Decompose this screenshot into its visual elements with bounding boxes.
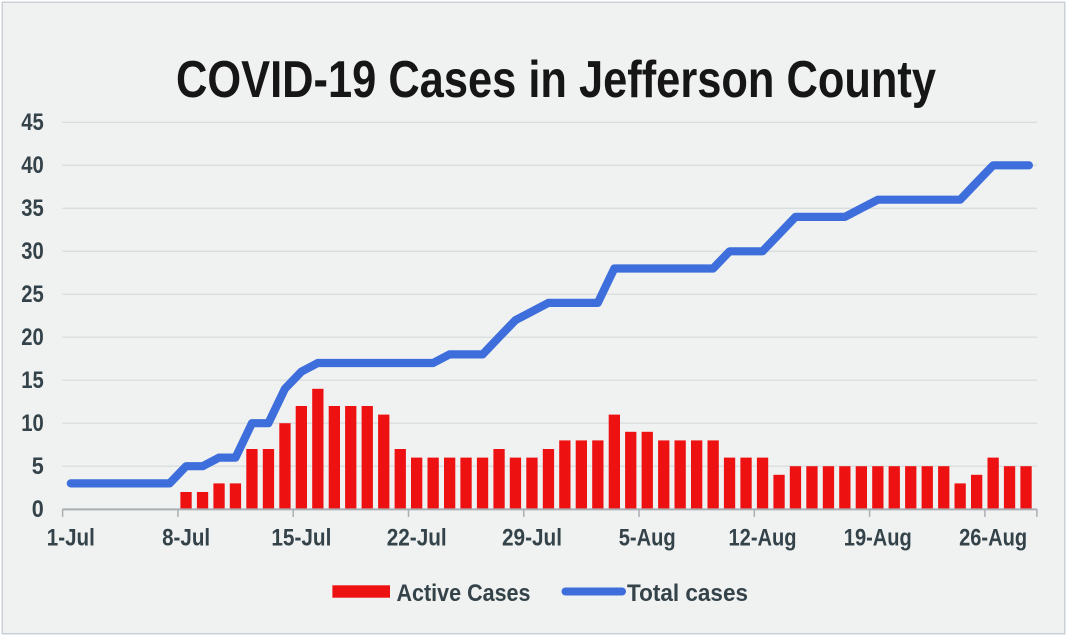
svg-text:22-Jul: 22-Jul — [387, 525, 447, 552]
svg-text:19-Aug: 19-Aug — [844, 525, 912, 552]
svg-text:40: 40 — [21, 152, 44, 179]
svg-text:8-Jul: 8-Jul — [162, 525, 210, 552]
svg-text:1-Jul: 1-Jul — [47, 525, 95, 552]
svg-text:COVID-19 Cases in Jefferson Co: COVID-19 Cases in Jefferson County — [176, 51, 936, 109]
svg-text:15-Jul: 15-Jul — [271, 525, 331, 552]
svg-text:Total cases: Total cases — [627, 580, 748, 607]
svg-text:15: 15 — [21, 367, 44, 394]
svg-text:Active Cases: Active Cases — [397, 580, 531, 607]
svg-text:20: 20 — [21, 324, 44, 351]
svg-text:0: 0 — [32, 496, 44, 523]
svg-text:29-Jul: 29-Jul — [502, 525, 562, 552]
svg-text:5: 5 — [32, 453, 44, 480]
svg-text:10: 10 — [21, 410, 44, 437]
svg-text:5-Aug: 5-Aug — [619, 525, 676, 552]
svg-text:25: 25 — [21, 281, 44, 308]
svg-text:45: 45 — [21, 109, 44, 136]
svg-text:35: 35 — [21, 195, 44, 222]
svg-text:26-Aug: 26-Aug — [959, 525, 1027, 552]
svg-text:12-Aug: 12-Aug — [729, 525, 797, 552]
svg-text:30: 30 — [21, 238, 44, 265]
